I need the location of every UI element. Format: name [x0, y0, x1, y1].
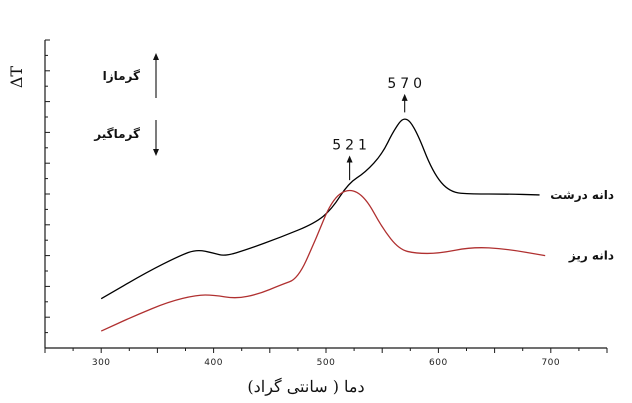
peak-annotations: 521 570 — [332, 76, 426, 181]
x-axis-title: دما ( سانتی گراد) — [247, 377, 364, 396]
peak-arrow-icon — [346, 155, 353, 163]
x-tick-label: 700 — [541, 358, 560, 368]
series-line-1 — [100, 118, 540, 300]
heat-direction-indicator: گرمازا گرماگیر — [93, 53, 159, 156]
x-tick-label: 400 — [204, 358, 223, 368]
peak-arrow-icon — [401, 93, 408, 101]
series-group: دانه درشت دانه ریز — [100, 118, 614, 332]
x-tick-label: 500 — [317, 358, 336, 368]
endo-label: گرماگیر — [93, 127, 140, 141]
exo-label: گرمازا — [103, 69, 140, 83]
peak-label: 570 — [387, 76, 426, 92]
y-axis-title: ΔT — [7, 66, 26, 89]
endo-arrow-icon — [153, 149, 159, 156]
peak-label: 521 — [332, 138, 371, 154]
x-tick-label: 300 — [92, 358, 111, 368]
x-tick-label: 600 — [429, 358, 448, 368]
x-ticks — [44, 348, 608, 353]
series-line-2 — [100, 189, 546, 332]
series-label-2: دانه ریز — [568, 249, 614, 263]
series-label-1: دانه درشت — [550, 188, 614, 202]
axes: 300 400 500 600 700 — [44, 39, 608, 368]
exo-arrow-icon — [153, 53, 159, 60]
y-ticks — [45, 39, 50, 349]
x-tick-labels: 300 400 500 600 700 — [92, 358, 560, 368]
